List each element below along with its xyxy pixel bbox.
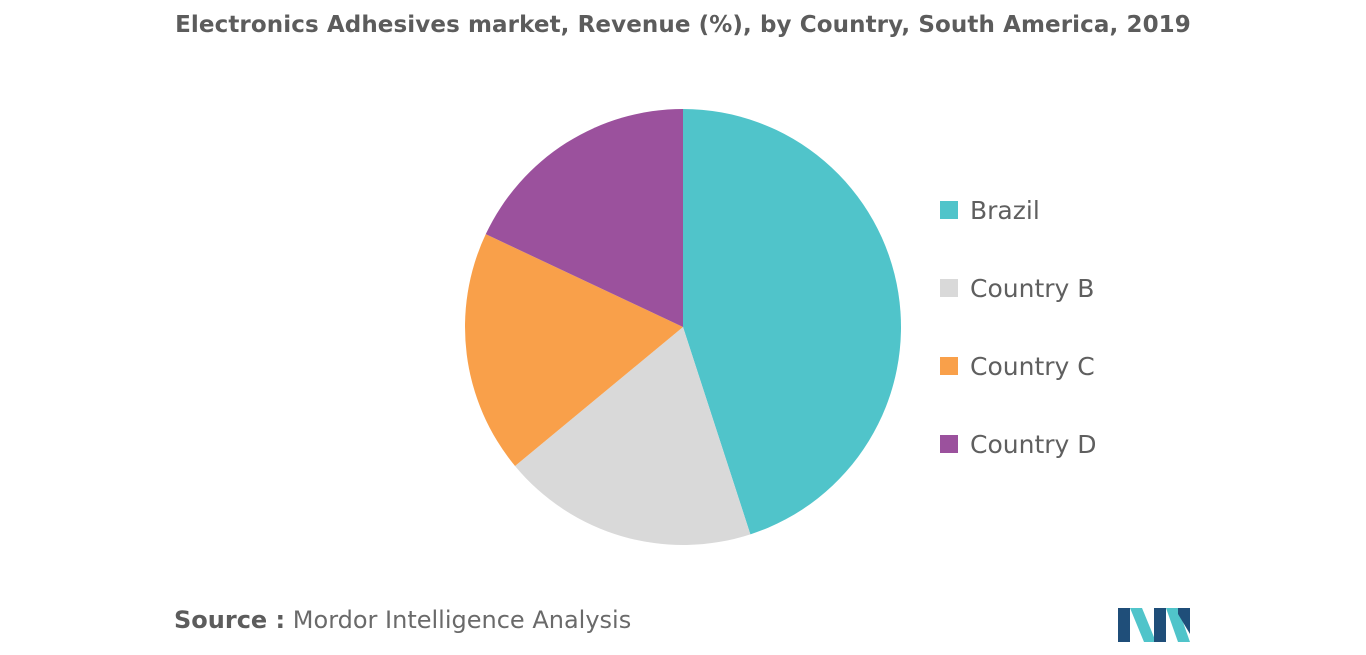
source-label: Source : <box>174 606 286 634</box>
legend-label: Country D <box>970 429 1097 459</box>
pie-slice-brazil <box>683 109 902 535</box>
logo-left-diagonal <box>1130 608 1156 642</box>
legend-item-country-d: Country D <box>940 426 1097 462</box>
legend-label: Brazil <box>970 195 1040 225</box>
legend-label: Country C <box>970 351 1095 381</box>
pie-slice-country-c <box>465 234 683 466</box>
source-text: Mordor Intelligence Analysis <box>292 606 632 634</box>
legend-swatch <box>940 201 958 219</box>
legend-swatch <box>940 357 958 375</box>
chart-legend: Brazil Country B Country C Country D <box>940 192 1240 472</box>
mordor-intelligence-logo-icon <box>1118 608 1190 642</box>
legend-swatch <box>940 435 958 453</box>
legend-item-country-b: Country B <box>940 270 1094 306</box>
logo-left-stroke <box>1118 608 1130 642</box>
legend-label: Country B <box>970 273 1095 303</box>
chart-title: Electronics Adhesives market, Revenue (%… <box>175 12 1191 38</box>
logo-middle-stroke <box>1154 608 1166 642</box>
legend-item-brazil: Brazil <box>940 192 1040 228</box>
pie-slice-country-b <box>515 327 751 546</box>
legend-swatch <box>940 279 958 297</box>
legend-item-country-c: Country C <box>940 348 1095 384</box>
pie-slice-country-d <box>485 109 683 327</box>
pie-slices-group <box>465 109 902 546</box>
logo-right-stroke <box>1178 608 1190 634</box>
source-note: Source : Mordor Intelligence Analysis <box>174 606 631 634</box>
logo-right-diagonal <box>1166 608 1190 642</box>
